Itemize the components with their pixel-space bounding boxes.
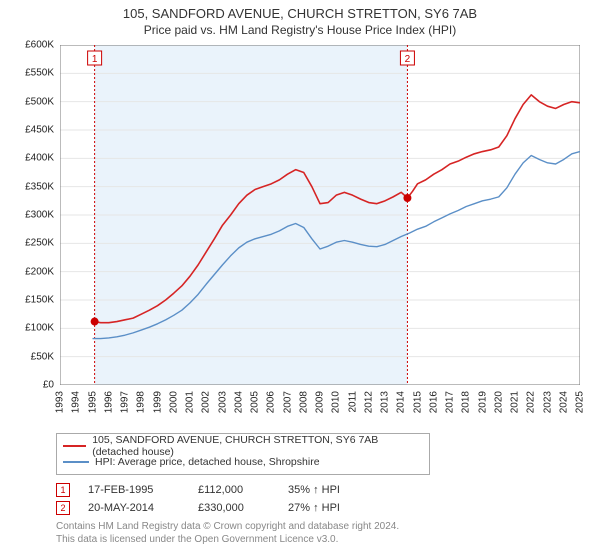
transaction-table: 1 17-FEB-1995 £112,000 35% ↑ HPI 2 20-MA… — [56, 481, 590, 517]
y-axis-tick-label: £200K — [25, 266, 54, 277]
x-axis-tick-label: 2007 — [282, 391, 293, 413]
legend-swatch — [63, 445, 86, 447]
x-axis-tick-label: 2016 — [428, 391, 439, 413]
x-axis-tick-label: 2010 — [331, 391, 342, 413]
transaction-diff: 27% ↑ HPI — [288, 502, 398, 514]
x-axis-tick-label: 2011 — [347, 391, 358, 413]
x-axis-tick-label: 1995 — [87, 391, 98, 413]
x-axis-tick-label: 2022 — [526, 391, 537, 413]
page-title: 105, SANDFORD AVENUE, CHURCH STRETTON, S… — [10, 6, 590, 21]
y-axis-tick-label: £150K — [25, 295, 54, 306]
page-root: 105, SANDFORD AVENUE, CHURCH STRETTON, S… — [0, 0, 600, 560]
x-axis-tick-label: 2023 — [542, 391, 553, 413]
transaction-diff: 35% ↑ HPI — [288, 484, 398, 496]
footnote-line: This data is licensed under the Open Gov… — [56, 534, 338, 545]
x-axis-tick-label: 2021 — [510, 391, 521, 413]
transaction-price: £330,000 — [198, 502, 288, 514]
legend-label: 105, SANDFORD AVENUE, CHURCH STRETTON, S… — [92, 434, 423, 458]
x-axis-tick-label: 1993 — [55, 391, 66, 413]
x-axis-tick-label: 1996 — [103, 391, 114, 413]
legend: 105, SANDFORD AVENUE, CHURCH STRETTON, S… — [56, 433, 430, 475]
table-row: 2 20-MAY-2014 £330,000 27% ↑ HPI — [56, 499, 590, 517]
y-axis-tick-label: £600K — [25, 40, 54, 51]
x-axis-tick-label: 2002 — [201, 391, 212, 413]
footnote-line: Contains HM Land Registry data © Crown c… — [56, 521, 399, 532]
transaction-marker-icon: 1 — [56, 483, 70, 497]
x-axis-tick-label: 2013 — [380, 391, 391, 413]
x-axis-tick-label: 1998 — [136, 391, 147, 413]
x-axis-tick-label: 2000 — [168, 391, 179, 413]
x-axis-tick-label: 2024 — [558, 391, 569, 413]
y-axis-tick-label: £500K — [25, 96, 54, 107]
y-axis-tick-label: £0 — [43, 380, 54, 391]
x-axis-tick-label: 2017 — [445, 391, 456, 413]
x-axis-tick-label: 2015 — [412, 391, 423, 413]
chart-svg: 12 — [60, 45, 580, 385]
y-axis-tick-label: £550K — [25, 68, 54, 79]
y-axis-tick-label: £50K — [31, 351, 54, 362]
x-axis-tick-label: 1994 — [71, 391, 82, 413]
legend-swatch — [63, 461, 89, 463]
x-axis-tick-label: 2006 — [266, 391, 277, 413]
y-axis-tick-label: £400K — [25, 153, 54, 164]
y-axis-tick-label: £300K — [25, 210, 54, 221]
x-axis-tick-label: 2001 — [185, 391, 196, 413]
chart-area: £0 £50K £100K £150K £200K £250K £300K £350K £400… — [14, 45, 584, 405]
y-axis-tick-label: £250K — [25, 238, 54, 249]
table-row: 1 17-FEB-1995 £112,000 35% ↑ HPI — [56, 481, 590, 499]
x-axis-tick-label: 2004 — [233, 391, 244, 413]
svg-text:1: 1 — [92, 54, 98, 65]
page-subtitle: Price paid vs. HM Land Registry's House … — [10, 23, 590, 37]
y-axis-tick-label: £450K — [25, 125, 54, 136]
x-axis-tick-label: 2003 — [217, 391, 228, 413]
transaction-date: 20-MAY-2014 — [88, 502, 198, 514]
x-axis-tick-label: 2025 — [575, 391, 586, 413]
x-axis-tick-label: 2005 — [250, 391, 261, 413]
transaction-date: 17-FEB-1995 — [88, 484, 198, 496]
x-axis-tick-label: 1999 — [152, 391, 163, 413]
legend-label: HPI: Average price, detached house, Shro… — [95, 456, 320, 468]
y-axis-tick-label: £100K — [25, 323, 54, 334]
footnote: Contains HM Land Registry data © Crown c… — [56, 521, 590, 546]
x-axis-tick-label: 2014 — [396, 391, 407, 413]
x-axis-tick-label: 1997 — [120, 391, 131, 413]
x-axis-tick-label: 2012 — [363, 391, 374, 413]
legend-item: 105, SANDFORD AVENUE, CHURCH STRETTON, S… — [63, 438, 423, 454]
x-axis-tick-label: 2020 — [493, 391, 504, 413]
x-axis-tick-label: 2018 — [461, 391, 472, 413]
transaction-price: £112,000 — [198, 484, 288, 496]
x-axis-tick-label: 2008 — [298, 391, 309, 413]
svg-text:2: 2 — [405, 54, 411, 65]
x-axis-tick-label: 2009 — [315, 391, 326, 413]
transaction-marker-icon: 2 — [56, 501, 70, 515]
y-axis-tick-label: £350K — [25, 181, 54, 192]
x-axis-tick-label: 2019 — [477, 391, 488, 413]
